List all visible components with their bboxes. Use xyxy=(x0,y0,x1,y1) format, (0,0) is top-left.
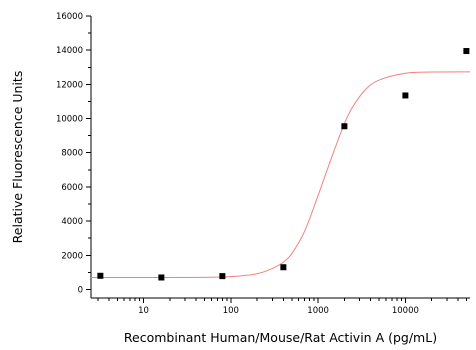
y-tick-label: 6000 xyxy=(61,183,83,193)
point-layer xyxy=(97,48,470,281)
data-point xyxy=(158,274,165,281)
x-tick-label: 100 xyxy=(223,306,239,316)
y-tick-label: 2000 xyxy=(61,251,83,261)
y-tick-label: 0 xyxy=(78,285,83,295)
data-point xyxy=(97,272,104,279)
x-axis-title: Recombinant Human/Mouse/Rat Activin A (p… xyxy=(124,330,437,345)
y-tick-label: 4000 xyxy=(61,217,83,227)
y-tick-label: 8000 xyxy=(61,149,83,159)
y-tick-label: 10000 xyxy=(56,115,83,125)
x-tick-label: 1000 xyxy=(307,306,329,316)
y-ticks: 0 2000 4000 6000 8000 10000 12000 14000 16000 xyxy=(56,12,91,295)
data-point xyxy=(463,48,470,55)
y-tick-label: 16000 xyxy=(56,12,83,22)
fit-curve xyxy=(90,71,471,279)
x-tick-label: 10 xyxy=(138,306,149,316)
data-point xyxy=(341,123,348,130)
y-axis-title: Relative Fluorescence Units xyxy=(10,71,25,244)
axes xyxy=(90,16,470,299)
data-point xyxy=(219,273,226,280)
x-ticks: 10 100 1000 10000 xyxy=(97,298,467,316)
data-point xyxy=(402,92,409,99)
y-tick-label: 14000 xyxy=(56,46,83,56)
curve-layer xyxy=(90,71,471,279)
y-tick-label: 12000 xyxy=(56,80,83,90)
x-tick-label: 10000 xyxy=(392,306,419,316)
data-point xyxy=(280,264,287,271)
